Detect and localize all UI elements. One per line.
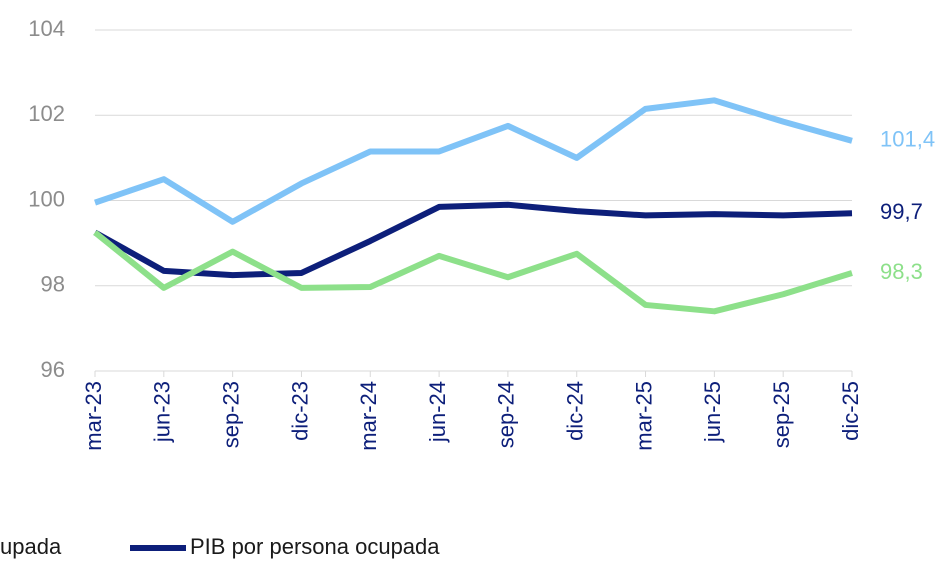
y-tick-label: 102 bbox=[28, 101, 65, 126]
x-tick-label: jun-23 bbox=[150, 381, 175, 443]
value-label: 99,7 bbox=[880, 199, 923, 224]
x-tick-label: jun-24 bbox=[425, 381, 450, 443]
x-tick-label: sep-23 bbox=[218, 381, 243, 448]
x-tick-label: mar-25 bbox=[631, 381, 656, 451]
x-tick-label: sep-25 bbox=[769, 381, 794, 448]
x-tick-label: mar-24 bbox=[356, 381, 381, 451]
y-tick-label: 104 bbox=[28, 16, 65, 41]
legend-label: upada bbox=[0, 534, 62, 559]
series-line bbox=[93, 230, 853, 315]
value-label: 101,4 bbox=[880, 127, 935, 152]
x-tick-label: dic-24 bbox=[563, 381, 588, 441]
series-line bbox=[94, 97, 853, 225]
y-tick-label: 96 bbox=[41, 357, 65, 382]
x-tick-label: jun-25 bbox=[700, 381, 725, 443]
x-tick-label: mar-23 bbox=[81, 381, 106, 451]
series-line bbox=[93, 201, 853, 279]
value-label: 98,3 bbox=[880, 259, 923, 284]
x-tick-label: dic-25 bbox=[838, 381, 863, 441]
y-tick-label: 100 bbox=[28, 186, 65, 211]
legend-label: PIB por persona ocupada bbox=[190, 534, 440, 559]
x-tick-label: sep-24 bbox=[494, 381, 519, 448]
y-tick-label: 98 bbox=[41, 272, 65, 297]
x-tick-label: dic-23 bbox=[287, 381, 312, 441]
